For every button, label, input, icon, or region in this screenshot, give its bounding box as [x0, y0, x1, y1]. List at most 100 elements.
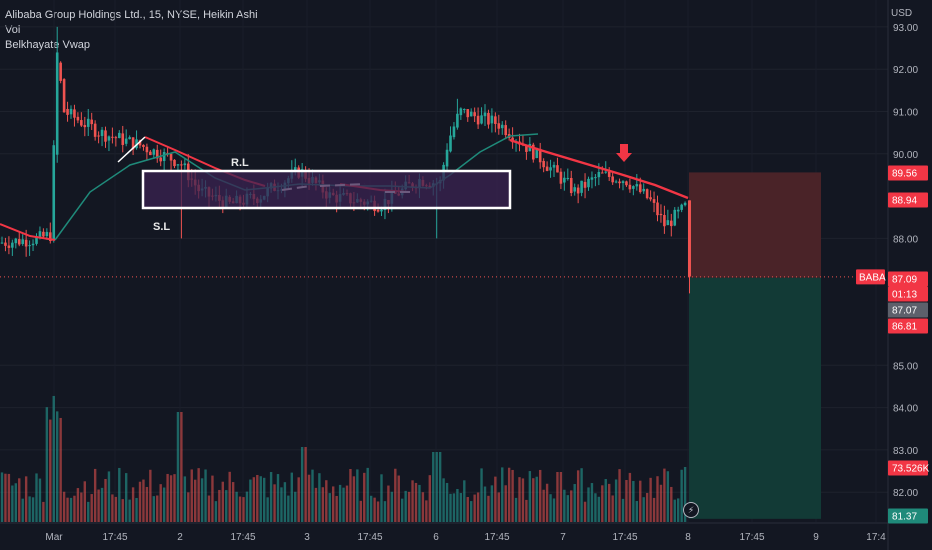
volume-bar — [394, 468, 397, 522]
candle-body — [97, 135, 100, 137]
volume-bar — [556, 472, 559, 522]
volume-bar — [197, 468, 200, 522]
volume-bar — [573, 484, 576, 522]
resistance-label: R.L — [231, 157, 249, 169]
volume-bar — [176, 412, 180, 522]
candle-body — [676, 209, 680, 212]
price-tag — [888, 302, 928, 318]
volume-bar — [207, 495, 211, 522]
price-tag-label: 86.81 — [892, 322, 917, 333]
volume-bar — [611, 495, 614, 522]
candle-body — [90, 119, 93, 125]
price-tag — [888, 508, 928, 524]
candle-body — [525, 145, 528, 152]
candle-body — [587, 178, 590, 188]
lightning-icon[interactable]: ⚡ — [683, 502, 699, 518]
volume-bar — [49, 419, 52, 522]
candle-body — [466, 109, 470, 118]
candle-body — [497, 123, 501, 129]
candle-body — [456, 113, 459, 128]
volume-bar — [680, 469, 683, 522]
candle-body — [666, 220, 670, 226]
volume-bar — [256, 474, 259, 522]
candle-body — [563, 177, 566, 183]
volume-bar — [328, 493, 331, 522]
candle-body — [625, 181, 628, 186]
candle-body — [138, 140, 142, 146]
time-axis-label: 3 — [304, 532, 310, 543]
volume-bar — [218, 489, 221, 522]
volume-bar — [259, 476, 262, 522]
volume-bar — [273, 484, 276, 522]
volume-bar — [566, 495, 569, 522]
volume-bar — [131, 487, 135, 522]
time-axis-label: Mar — [45, 532, 63, 543]
volume-bar — [183, 476, 187, 522]
volume-bar — [76, 488, 80, 522]
candle-body — [55, 52, 59, 155]
candle-body — [473, 112, 476, 117]
volume-bar — [173, 474, 176, 522]
volume-bar — [221, 481, 224, 522]
volume-bar — [601, 485, 604, 522]
candle-body — [452, 126, 456, 138]
vwap-line-white — [117, 136, 146, 163]
candle-body — [659, 213, 663, 216]
volume-bar — [480, 468, 483, 522]
candle-body — [128, 137, 131, 140]
candle-body — [176, 164, 180, 166]
price-tag — [888, 460, 928, 476]
candle-body — [597, 172, 601, 178]
volume-bar — [532, 478, 535, 522]
price-tag-label: 87.09 — [892, 275, 917, 286]
volume-bar — [632, 480, 635, 522]
volume-bar — [190, 469, 193, 522]
volume-bar — [670, 486, 673, 522]
candle-body — [376, 210, 380, 212]
candle-body — [104, 130, 107, 142]
volume-bar — [483, 486, 487, 522]
candle-body — [642, 188, 645, 192]
volume-bar — [307, 474, 311, 522]
volume-bar — [345, 485, 349, 522]
candle-body — [542, 160, 545, 168]
volume-bar — [242, 497, 245, 522]
volume-bar — [639, 480, 642, 522]
time-axis-label: 6 — [433, 532, 439, 543]
candle-body — [114, 137, 118, 139]
volume-bar — [266, 497, 269, 522]
candle-body — [449, 135, 452, 152]
volume-bar — [252, 477, 256, 522]
chart-legend: Alibaba Group Holdings Ltd., 15, NYSE, H… — [5, 8, 258, 53]
volume-bar — [587, 487, 590, 522]
volume-bar — [449, 493, 452, 522]
volume-bar — [107, 471, 111, 522]
candle-body — [604, 171, 608, 173]
candle-body — [155, 149, 159, 159]
volume-bar — [338, 484, 342, 522]
candle-body — [83, 125, 87, 128]
volume-bar — [269, 472, 273, 522]
candle-body — [663, 215, 666, 227]
volume-bar — [0, 472, 4, 522]
volume-bar — [100, 487, 104, 522]
volume-bar — [476, 492, 480, 522]
volume-bar — [187, 492, 190, 522]
volume-bar — [435, 452, 438, 522]
candle-body — [500, 124, 504, 129]
candle-body — [183, 163, 187, 166]
candle-body — [159, 157, 162, 162]
volume-bar — [542, 489, 545, 522]
volume-bar — [214, 501, 218, 522]
volume-bar — [583, 501, 587, 522]
candle-body — [86, 118, 90, 127]
take-profit-zone — [689, 277, 821, 519]
volume-bar — [204, 469, 207, 522]
volume-bar — [366, 467, 369, 522]
volume-bar — [149, 469, 152, 522]
volume-bar — [363, 472, 366, 522]
volume-bar — [528, 471, 532, 522]
volume-bar — [332, 486, 335, 522]
volume-bar — [152, 496, 155, 522]
